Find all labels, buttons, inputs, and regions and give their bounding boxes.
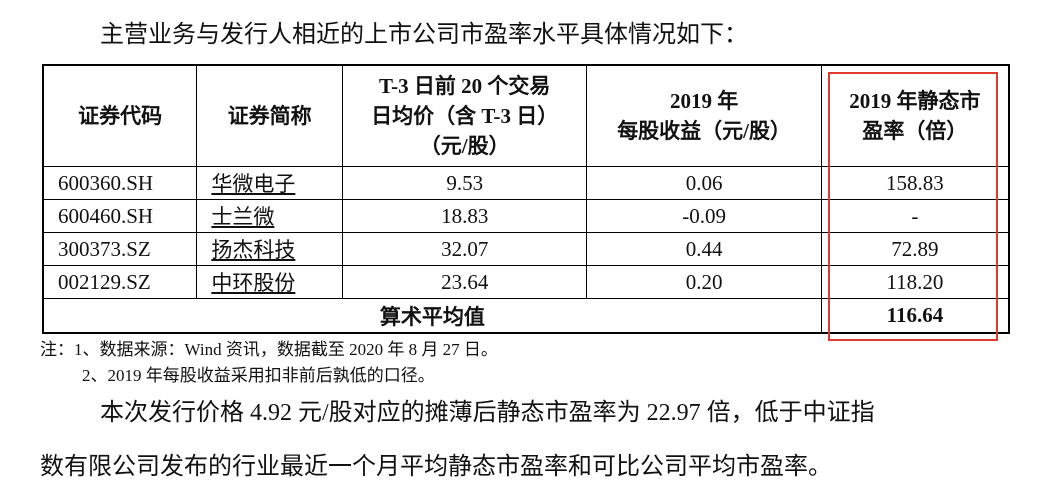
header-cell: 2019 年静态市 盈率（倍）	[820, 64, 1010, 167]
header-line: T-3 日前 20 个交易	[379, 74, 551, 98]
cell: -	[820, 199, 1010, 233]
header-line: 日均价（含 T-3 日）	[371, 104, 559, 128]
average-row: 算术平均值 116.64	[42, 298, 1010, 334]
highlight-box	[828, 72, 998, 341]
stock-name: 扬杰科技	[211, 238, 296, 262]
stock-name: 士兰微	[211, 205, 275, 229]
header-line: 每股收益（元/股）	[617, 119, 792, 143]
header-line: 证券简称	[227, 104, 312, 128]
data-row: 002129.SZ 中环股份 23.64 0.20 118.20	[42, 265, 1010, 299]
header-cell: 证券代码	[42, 64, 198, 167]
cell: 中环股份	[196, 265, 344, 299]
cell: 士兰微	[196, 199, 344, 233]
cell: 72.89	[820, 232, 1010, 266]
cell: 600360.SH	[42, 166, 198, 200]
note: 注：1、数据来源：Wind 资讯，数据截至 2020 年 8 月 27 日。	[40, 340, 498, 359]
header-line: 2019 年静态市	[849, 89, 981, 113]
cell: 158.83	[820, 166, 1010, 200]
average-label: 算术平均值	[42, 298, 822, 334]
header-line: （元/股）	[419, 134, 510, 158]
header-cell: 2019 年每股收益（元/股）	[586, 64, 822, 167]
stock-name: 中环股份	[211, 271, 296, 295]
header-line: 2019 年	[669, 89, 739, 113]
header-row: 证券代码 证券简称 T-3 日前 20 个交易 日均价（含 T-3 日） （元/股） 20…	[42, 64, 1010, 167]
cell: 300373.SZ	[42, 232, 198, 266]
header-cell: T-3 日前 20 个交易 日均价（含 T-3 日） （元/股）	[342, 64, 588, 167]
paragraph-line: 本次发行价格 4.92 元/股对应的摊薄后静态市盈率为 22.97 倍，低于中证…	[100, 400, 875, 426]
paragraph-line: 数有限公司发布的行业最近一个月平均静态市盈率和可比公司平均市盈率。	[40, 454, 832, 480]
header-line: 证券代码	[78, 104, 163, 128]
average-value: 116.64	[820, 298, 1010, 334]
cell: 0.06	[586, 166, 822, 200]
cell: 23.64	[342, 265, 588, 299]
intro: 主营业务与发行人相近的上市公司市盈率水平具体情况如下：	[100, 22, 748, 48]
cell: 0.20	[586, 265, 822, 299]
data-row: 600360.SH 华微电子 9.53 0.06 158.83	[42, 166, 1010, 200]
cell: 32.07	[342, 232, 588, 266]
cell: 118.20	[820, 265, 1010, 299]
header-line: 盈率（倍）	[862, 119, 968, 143]
cell: -0.09	[586, 199, 822, 233]
stock-name: 华微电子	[211, 172, 296, 196]
cell: 600460.SH	[42, 199, 198, 233]
cell: 18.83	[342, 199, 588, 233]
pe-table: 证券代码 证券简称 T-3 日前 20 个交易 日均价（含 T-3 日） （元/股） 20…	[42, 64, 1010, 334]
cell: 9.53	[342, 166, 588, 200]
header-cell: 证券简称	[196, 64, 344, 167]
cell: 0.44	[586, 232, 822, 266]
cell: 华微电子	[196, 166, 344, 200]
cell: 扬杰科技	[196, 232, 344, 266]
note: 2、2019 年每股收益采用扣非前后孰低的口径。	[82, 366, 435, 385]
cell: 002129.SZ	[42, 265, 198, 299]
